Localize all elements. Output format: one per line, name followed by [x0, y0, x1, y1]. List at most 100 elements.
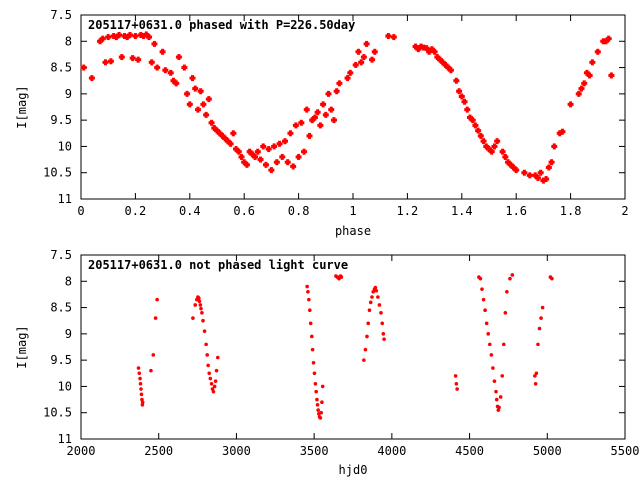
data-point-bar	[337, 80, 341, 87]
data-point	[484, 321, 489, 326]
data-point	[140, 400, 145, 405]
y-tick-label: 8	[65, 34, 72, 48]
data-point-bar	[294, 122, 298, 129]
data-point	[500, 374, 505, 378]
data-point	[315, 403, 320, 407]
y-tick-label: 9	[65, 87, 72, 101]
y-tick-label: 10.5	[43, 166, 72, 180]
x-tick-label: 0	[77, 204, 84, 218]
data-point	[507, 161, 514, 168]
data-point-bar	[280, 153, 284, 160]
data-point-bar	[430, 46, 434, 53]
data-point-bar	[169, 69, 173, 76]
data-point	[197, 296, 201, 300]
data-point	[200, 101, 207, 108]
x-axis-label: hjd0	[339, 463, 368, 477]
y-tick-label: 10.5	[43, 406, 72, 420]
data-point	[159, 48, 166, 55]
x-tick-label: 2000	[67, 444, 96, 458]
data-point	[273, 159, 280, 166]
data-point	[198, 303, 203, 307]
data-point	[583, 69, 590, 76]
data-point	[367, 308, 372, 313]
data-point-bar	[324, 111, 328, 118]
data-point	[486, 146, 492, 153]
data-point-bar	[313, 114, 317, 121]
data-point	[151, 40, 158, 47]
data-point	[377, 303, 382, 307]
data-point-bar	[286, 159, 290, 166]
data-point	[137, 371, 142, 376]
data-point	[262, 161, 269, 168]
data-point	[390, 34, 397, 41]
data-point	[105, 34, 112, 41]
data-point	[480, 287, 484, 291]
x-tick-label: 2500	[144, 444, 173, 458]
data-point	[140, 403, 145, 407]
y-tick-label: 11	[58, 192, 72, 206]
data-point-bar	[288, 130, 292, 137]
x-tick-label: 1.6	[505, 204, 527, 218]
data-point	[575, 90, 582, 97]
y-tick-label: 10	[58, 139, 72, 153]
data-point	[483, 308, 487, 313]
data-point	[271, 143, 278, 150]
data-point	[497, 405, 501, 410]
data-point	[154, 64, 161, 71]
data-point	[358, 59, 365, 66]
data-point	[310, 347, 315, 352]
data-point	[532, 172, 539, 179]
x-tick-label: 1.4	[451, 204, 473, 218]
data-point	[376, 295, 380, 299]
plot-frame	[80, 254, 626, 440]
data-point-bar	[463, 98, 467, 105]
data-point-bar	[569, 101, 573, 108]
data-point	[371, 48, 378, 55]
data-point-bar	[136, 56, 140, 63]
data-point-bar	[163, 67, 167, 74]
data-point-bar	[231, 130, 235, 137]
data-point-bar	[522, 169, 526, 176]
data-point	[368, 300, 373, 305]
data-point	[126, 31, 133, 38]
data-point-bar	[103, 59, 107, 66]
data-point	[373, 285, 378, 290]
data-point	[362, 358, 366, 362]
data-point	[132, 33, 139, 40]
data-point	[151, 353, 156, 357]
data-point-bar	[275, 159, 279, 166]
data-point	[290, 163, 297, 170]
data-point	[605, 35, 612, 42]
data-point-bar	[487, 146, 491, 153]
data-point-bar	[596, 48, 600, 55]
data-point-bar	[346, 75, 350, 82]
data-point-bar	[373, 48, 377, 55]
data-point-bar	[446, 64, 450, 71]
data-point-bar	[359, 59, 363, 66]
data-point-bar	[362, 54, 366, 61]
data-point	[461, 98, 468, 105]
data-point	[453, 374, 458, 378]
data-point-bar	[433, 48, 437, 55]
data-point-bar	[253, 153, 257, 160]
data-point	[445, 64, 452, 71]
data-point	[494, 138, 501, 145]
data-point-bar	[82, 64, 86, 71]
data-point-bar	[256, 148, 260, 155]
y-tick-label: 8.5	[50, 61, 72, 75]
data-point-bar	[424, 45, 428, 52]
data-point	[586, 72, 593, 79]
data-point-bar	[161, 48, 165, 55]
data-point	[481, 297, 486, 302]
data-point-bar	[528, 172, 532, 179]
data-point-bar	[501, 148, 505, 155]
data-point	[260, 143, 267, 150]
data-point-bar	[267, 146, 271, 153]
data-point	[207, 371, 212, 376]
data-point-bar	[471, 117, 475, 124]
data-point-bar	[427, 48, 431, 55]
data-point-bar	[101, 35, 105, 42]
data-point	[347, 69, 354, 76]
x-tick-label: 4500	[455, 444, 484, 458]
data-point	[284, 159, 291, 166]
